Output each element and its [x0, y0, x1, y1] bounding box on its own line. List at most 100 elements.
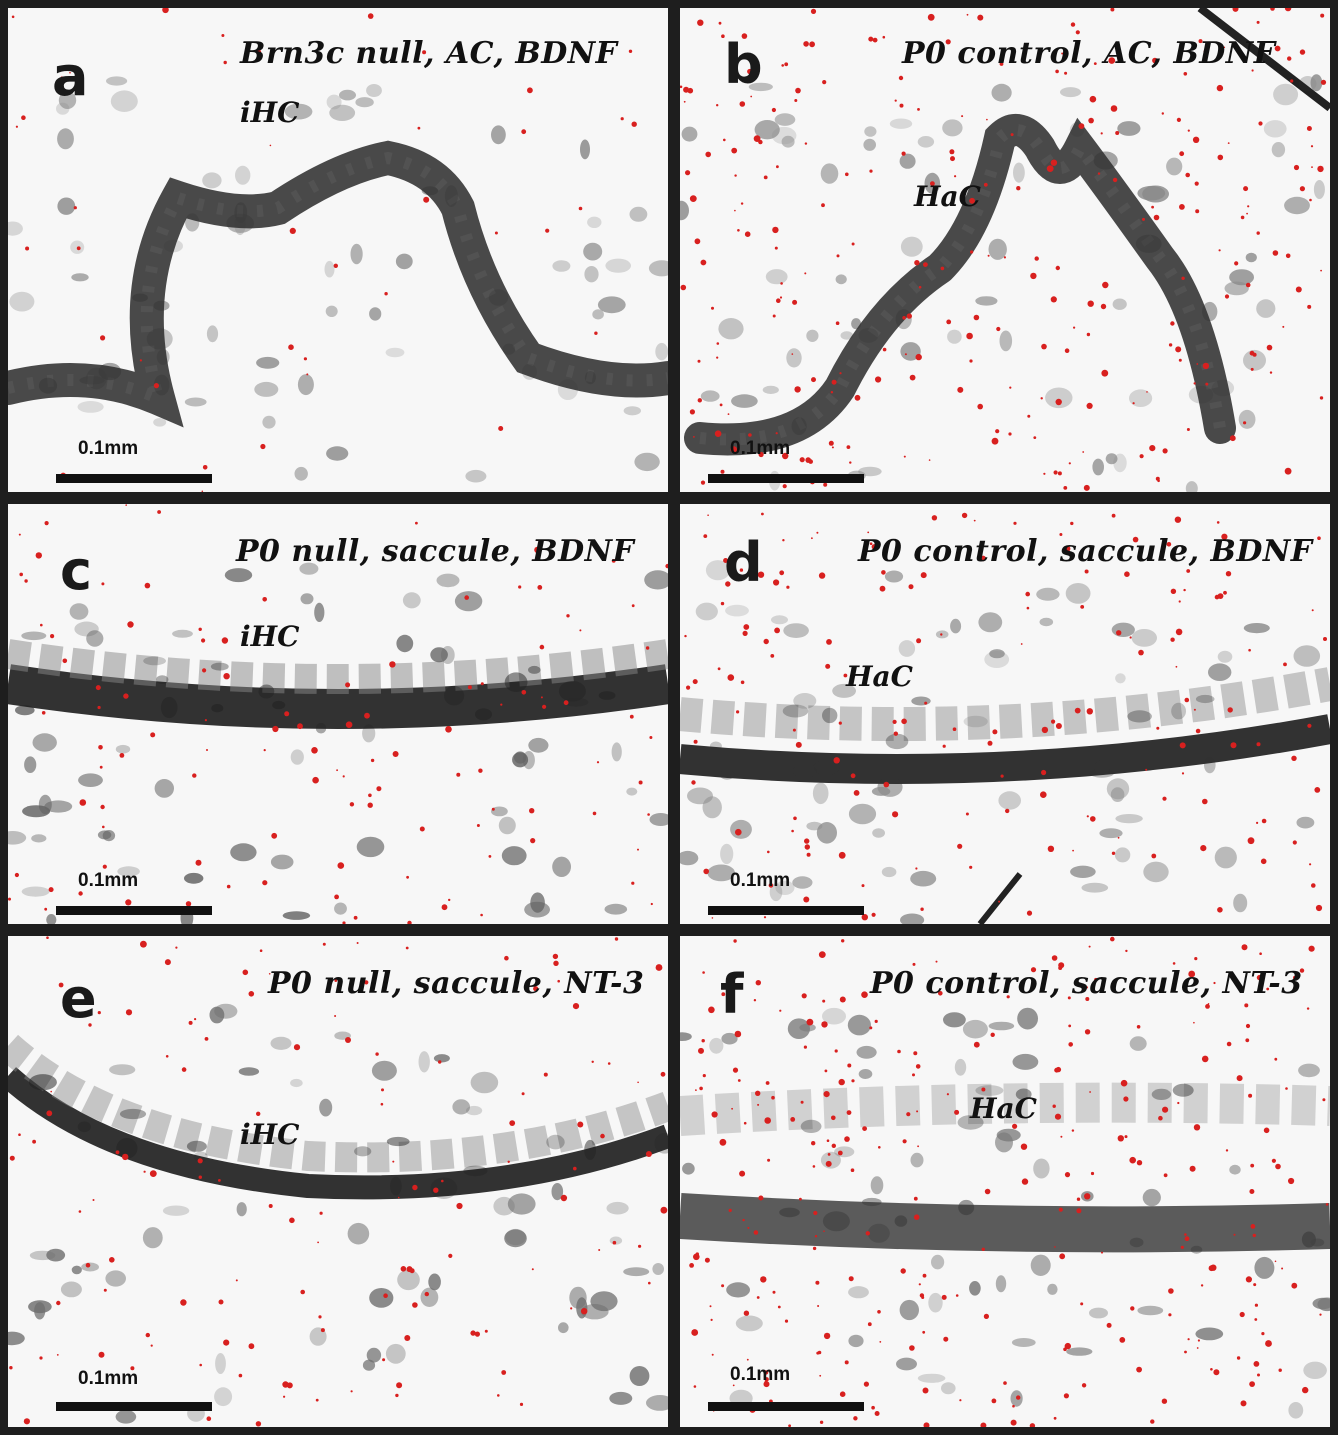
stain-dot [539, 644, 545, 650]
stain-dot [1080, 1302, 1084, 1306]
stain-dot [238, 1373, 243, 1378]
nucleus [444, 185, 458, 208]
stain-dot [1025, 591, 1030, 597]
stain-dot [1269, 371, 1273, 374]
stain-dot [192, 773, 197, 778]
stain-dot [1059, 1253, 1066, 1260]
nucleus [324, 260, 335, 278]
stain-dot [92, 1199, 95, 1201]
stain-dot [1041, 726, 1049, 734]
stain-dot [157, 510, 162, 514]
stain-dot [1307, 304, 1312, 309]
nucleus [1036, 587, 1060, 601]
nucleus [1166, 157, 1183, 176]
nucleus [371, 1060, 397, 1081]
stain-dot [874, 1019, 878, 1023]
nucleus [184, 872, 204, 884]
stain-dot [693, 436, 695, 438]
scale-bar [56, 1402, 212, 1411]
stain-dot [79, 799, 87, 806]
nucleus [1301, 1231, 1316, 1248]
stain-dot [813, 1210, 818, 1216]
nucleus [1310, 74, 1323, 92]
stain-dot [966, 332, 973, 340]
nucleus [366, 1347, 382, 1363]
stain-dot [100, 804, 105, 810]
nucleus [224, 568, 253, 583]
nucleus [334, 902, 347, 915]
nucleus [735, 1315, 763, 1332]
nucleus [957, 1115, 984, 1130]
nucleus [1284, 196, 1310, 215]
nucleus [1256, 299, 1276, 318]
nucleus [463, 1165, 488, 1177]
stain-dot [1244, 1003, 1249, 1008]
nucleus [649, 813, 668, 826]
stain-dot [719, 403, 723, 407]
nucleus [1039, 617, 1054, 627]
stain-dot [1132, 536, 1139, 543]
stain-dot [1311, 166, 1313, 169]
stain-dot [843, 673, 848, 678]
stain-dot [1252, 352, 1257, 357]
stain-dot [776, 298, 781, 304]
nucleus [356, 836, 385, 858]
nucleus [863, 138, 876, 151]
stain-dot [581, 1308, 588, 1315]
stain-dot [711, 306, 714, 310]
stain-dot [139, 359, 142, 362]
nucleus [1066, 1347, 1093, 1356]
nucleus [1296, 816, 1315, 829]
stain-dot [1175, 665, 1178, 668]
nucleus [730, 819, 752, 839]
stain-dot [913, 1214, 920, 1220]
nucleus [172, 629, 193, 638]
stain-dot [992, 729, 998, 735]
stain-dot [875, 376, 882, 383]
stain-dot [607, 1062, 611, 1065]
stain-dot [1256, 974, 1263, 981]
stain-dot [1319, 396, 1324, 400]
stain-dot [869, 169, 873, 173]
nucleus [1115, 673, 1126, 684]
stain-dot [268, 973, 271, 975]
nucleus [584, 1139, 596, 1160]
nucleus [787, 1018, 810, 1039]
stain-dot [1102, 281, 1109, 289]
stain-dot [521, 129, 527, 135]
panel-letter: b [724, 33, 763, 96]
nucleus [1089, 1307, 1108, 1319]
nucleus [590, 1291, 618, 1312]
stain-dot [56, 1354, 59, 1356]
nucleus [470, 1071, 499, 1094]
nucleus [900, 913, 925, 924]
stain-dot [175, 946, 178, 949]
stain-dot [1216, 84, 1224, 92]
stain-dot [1311, 609, 1314, 612]
stain-dot [795, 87, 801, 94]
nucleus [771, 126, 797, 145]
stain-dot [915, 1064, 921, 1069]
stain-dot [1006, 995, 1010, 999]
stain-dot [693, 1385, 697, 1388]
stain-dot [319, 1211, 323, 1215]
stain-dot [996, 326, 1001, 332]
stain-dot [1254, 1318, 1258, 1321]
stain-dot [198, 1175, 202, 1179]
stain-dot [1089, 95, 1097, 103]
nucleus [1229, 269, 1254, 286]
stain-dot [415, 521, 418, 525]
nucleus [563, 697, 589, 707]
nucleus [1127, 710, 1152, 723]
stain-dot [1261, 1332, 1265, 1336]
nucleus [297, 374, 314, 396]
nucleus [884, 570, 904, 583]
nucleus [156, 675, 169, 684]
stain-dot [412, 1184, 418, 1191]
stain-dot [320, 1328, 325, 1333]
nucleus [720, 843, 734, 865]
nucleus [69, 603, 89, 620]
nucleus [440, 646, 455, 664]
stain-dot [62, 658, 68, 664]
nucleus [995, 1132, 1013, 1153]
